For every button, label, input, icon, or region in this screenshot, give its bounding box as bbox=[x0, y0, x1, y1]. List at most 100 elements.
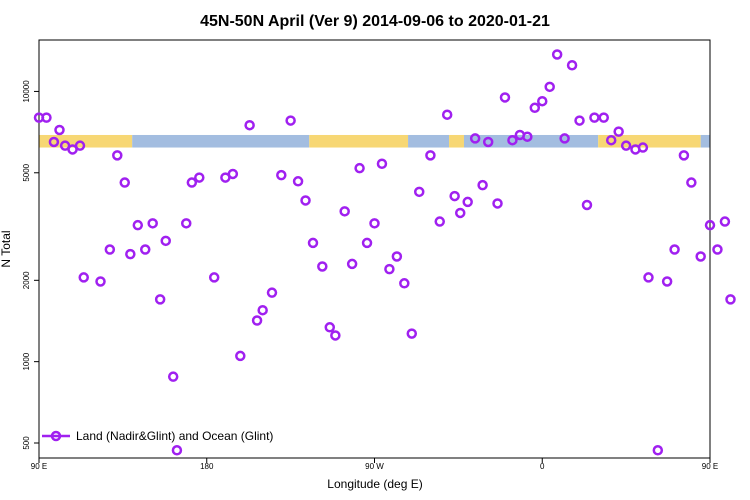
data-point bbox=[678, 150, 690, 161]
data-point bbox=[589, 112, 600, 123]
data-point bbox=[354, 162, 365, 174]
data-point bbox=[235, 350, 246, 362]
data-point bbox=[41, 112, 52, 123]
data-point bbox=[434, 216, 445, 227]
y-axis-label: N Total bbox=[0, 230, 13, 267]
data-point bbox=[276, 169, 287, 181]
data-point bbox=[661, 276, 673, 287]
land-ocean-band bbox=[39, 134, 710, 148]
data-point bbox=[361, 237, 373, 249]
data-point bbox=[441, 109, 453, 120]
data-point bbox=[307, 237, 319, 249]
data-point bbox=[147, 218, 158, 229]
data-point bbox=[652, 445, 664, 456]
data-point bbox=[499, 92, 511, 103]
chart-title: 45N-50N April (Ver 9) 2014-09-06 to 2020… bbox=[200, 13, 550, 30]
data-point bbox=[244, 119, 255, 131]
data-point bbox=[54, 124, 65, 136]
legend-marker bbox=[50, 430, 62, 442]
data-point bbox=[48, 136, 60, 148]
data-point bbox=[643, 272, 654, 283]
x-tick-label: 90 W bbox=[365, 462, 384, 471]
data-point bbox=[104, 244, 116, 255]
data-point bbox=[469, 133, 481, 144]
data-point bbox=[725, 294, 736, 305]
data-point bbox=[167, 371, 179, 382]
data-point bbox=[257, 304, 268, 316]
data-point bbox=[171, 445, 183, 456]
data-point bbox=[559, 133, 570, 144]
legend: Land (Nadir&Glint) and Ocean (Glint) bbox=[42, 429, 273, 443]
data-point bbox=[719, 216, 731, 227]
y-tick-label: 5000 bbox=[22, 163, 31, 181]
data-point bbox=[95, 276, 106, 287]
data-point bbox=[186, 177, 198, 188]
data-point bbox=[227, 168, 239, 180]
data-point bbox=[119, 177, 130, 188]
data-point bbox=[704, 219, 716, 231]
y-axis-ticks: 500 1000 2000 5000 10000 bbox=[22, 80, 39, 450]
data-point bbox=[449, 190, 460, 202]
data-point bbox=[112, 150, 123, 161]
data-point bbox=[330, 330, 341, 341]
x-tick-label: 180 bbox=[200, 462, 214, 471]
data-point bbox=[132, 219, 144, 231]
data-point bbox=[454, 207, 466, 219]
data-point bbox=[712, 244, 723, 255]
data-point bbox=[462, 196, 473, 208]
data-point bbox=[544, 81, 555, 93]
data-point bbox=[477, 179, 488, 191]
y-tick-label: 1000 bbox=[22, 352, 31, 370]
data-point bbox=[581, 199, 593, 211]
data-point bbox=[492, 198, 503, 209]
x-tick-label: 90 E bbox=[702, 462, 718, 471]
data-point bbox=[300, 195, 311, 206]
y-tick-label: 2000 bbox=[22, 271, 31, 289]
data-point bbox=[339, 206, 350, 217]
data-point bbox=[598, 112, 610, 123]
data-point bbox=[369, 218, 380, 229]
data-point bbox=[317, 261, 328, 272]
data-point bbox=[669, 244, 680, 255]
band-segment-land bbox=[309, 134, 409, 148]
data-point bbox=[292, 176, 304, 187]
data-point bbox=[522, 131, 533, 142]
band-segment-land bbox=[598, 134, 701, 148]
data-point bbox=[574, 115, 585, 126]
data-point bbox=[551, 49, 563, 60]
data-point bbox=[208, 272, 220, 283]
data-point bbox=[194, 172, 205, 183]
band-segment-land bbox=[449, 134, 464, 148]
y-tick-label: 500 bbox=[22, 436, 31, 450]
data-point bbox=[180, 218, 192, 229]
data-point bbox=[154, 294, 166, 305]
data-point bbox=[637, 142, 649, 153]
data-point bbox=[406, 328, 418, 339]
data-point bbox=[529, 102, 541, 114]
data-point bbox=[399, 278, 410, 289]
x-tick-label: 90 E bbox=[31, 462, 47, 471]
data-point bbox=[507, 134, 518, 146]
band-segment-ocean bbox=[700, 134, 710, 148]
data-point bbox=[160, 235, 171, 247]
data-point bbox=[74, 140, 86, 151]
legend-label: Land (Nadir&Glint) and Ocean (Glint) bbox=[76, 429, 273, 443]
data-point bbox=[285, 115, 296, 126]
data-point bbox=[613, 126, 624, 137]
data-point bbox=[413, 186, 425, 198]
data-point bbox=[324, 322, 336, 333]
data-point bbox=[695, 251, 706, 262]
band-segment-ocean bbox=[132, 134, 310, 148]
data-point bbox=[78, 272, 89, 283]
data-point bbox=[139, 244, 151, 255]
x-axis-ticks: 90 E 180 90 W 0 90 E bbox=[31, 458, 718, 471]
data-point bbox=[376, 158, 388, 169]
data-point bbox=[605, 134, 617, 146]
data-point bbox=[537, 95, 548, 107]
data-point bbox=[384, 263, 395, 275]
band-segment-ocean bbox=[463, 134, 599, 148]
data-point bbox=[620, 140, 632, 151]
data-point bbox=[125, 248, 136, 260]
